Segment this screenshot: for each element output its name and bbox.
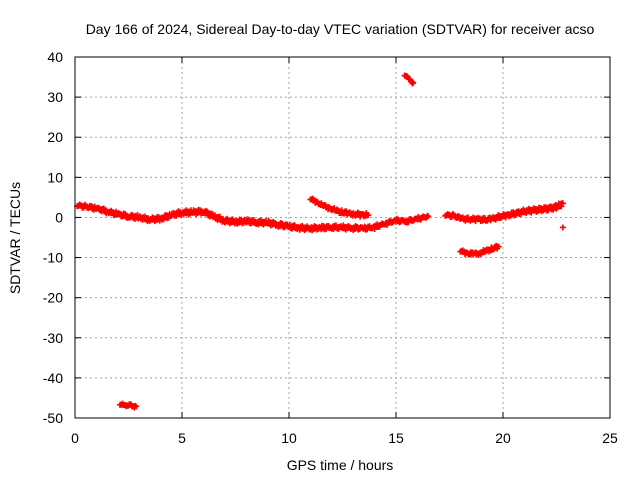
- y-tick-label: -10: [43, 250, 63, 266]
- y-tick-label: 30: [47, 89, 63, 105]
- y-tick-label: 40: [47, 49, 63, 65]
- y-tick-label: -20: [43, 290, 63, 306]
- chart-title: Day 166 of 2024, Sidereal Day-to-day VTE…: [86, 21, 595, 37]
- grid-lines: [75, 57, 610, 418]
- y-tick-label: 20: [47, 129, 63, 145]
- data-point: [425, 213, 432, 220]
- data-point: [559, 224, 566, 231]
- data-point: [132, 403, 139, 410]
- axis-ticks: [74, 56, 611, 419]
- segment-main-trace-1: [74, 201, 432, 234]
- y-tick-label: -50: [43, 410, 63, 426]
- y-tick-label: -40: [43, 370, 63, 386]
- data-point: [559, 200, 566, 207]
- segment-isolated-point: [559, 224, 566, 231]
- data-point: [365, 212, 372, 219]
- x-tick-label: 10: [281, 430, 297, 446]
- x-tick-label: 25: [602, 430, 618, 446]
- data-point: [410, 79, 417, 86]
- data-points: [74, 72, 566, 411]
- y-tick-label: 10: [47, 169, 63, 185]
- x-tick-label: 5: [178, 430, 186, 446]
- segment-main-trace-2: [442, 200, 566, 225]
- x-tick-label: 20: [495, 430, 511, 446]
- x-axis-tick-labels: 0 5 10 15 20 25: [71, 430, 618, 446]
- data-point: [558, 203, 565, 210]
- segment-low-outlier: [116, 400, 139, 411]
- plot-frame: [74, 56, 611, 419]
- y-axis-tick-labels: -50 -40 -30 -20 -10 0 10 20 30 40: [43, 49, 63, 426]
- segment-lower-arc: [457, 242, 502, 258]
- y-tick-label: -30: [43, 330, 63, 346]
- x-axis-title: GPS time / hours: [287, 457, 394, 473]
- segment-high-outlier: [401, 72, 417, 87]
- y-axis-title: SDTVAR / TECUs: [7, 182, 23, 294]
- x-tick-label: 0: [71, 430, 79, 446]
- segment-upper-arc: [307, 195, 372, 220]
- data-point: [495, 243, 502, 250]
- y-tick-label: 0: [55, 209, 63, 225]
- x-tick-label: 15: [388, 430, 404, 446]
